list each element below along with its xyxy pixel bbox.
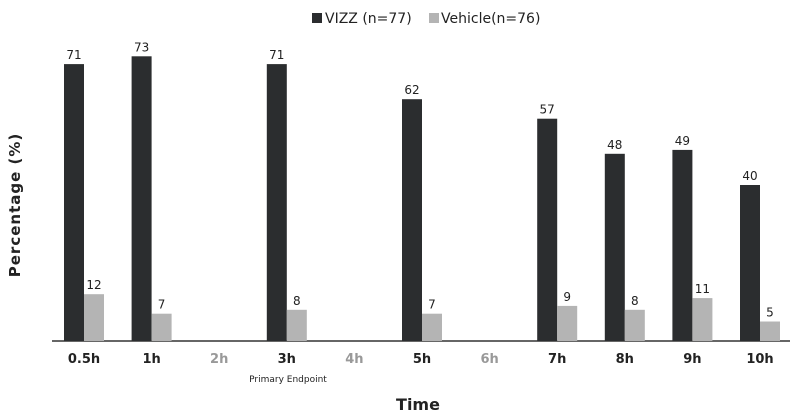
legend-label-vizz: VIZZ (n=77): [325, 11, 412, 27]
data-label: 8: [293, 294, 301, 308]
bar-vehicle: [760, 321, 780, 341]
data-label: 40: [742, 169, 757, 183]
bar-vehicle: [624, 309, 645, 341]
bar-vizz: [64, 64, 84, 341]
bar-vehicle: [422, 313, 442, 341]
legend-swatch-vizz: [312, 13, 322, 23]
bar-vehicle: [151, 313, 172, 341]
x-tick-label: 4h: [345, 352, 363, 367]
y-axis-label: Percentage (%): [6, 133, 24, 277]
data-label: 48: [607, 138, 622, 152]
data-label: 5: [766, 306, 774, 320]
x-tick-label: 0.5h: [68, 352, 100, 367]
bar-vehicle: [286, 309, 307, 341]
data-label: 62: [404, 83, 419, 97]
data-label: 7: [158, 298, 166, 312]
x-tick-label: 7h: [548, 352, 566, 367]
legend: VIZZ (n=77) Vehicle(n=76): [312, 11, 540, 27]
data-label: 71: [269, 48, 284, 62]
bar-vizz: [672, 149, 693, 341]
data-label: 8: [631, 294, 639, 308]
x-tick-label: 9h: [683, 352, 701, 367]
data-label: 73: [134, 40, 149, 54]
bar-vehicle: [557, 305, 578, 341]
primary-endpoint-note: Primary Endpoint: [249, 375, 327, 385]
bar-vizz: [604, 153, 625, 341]
bar-vizz: [402, 99, 422, 341]
bar-vehicle: [692, 298, 713, 341]
legend-swatch-vehicle: [429, 13, 439, 23]
data-label: 7: [428, 298, 436, 312]
bar-vizz: [537, 118, 558, 341]
bar-vehicle: [84, 294, 104, 341]
bar-vizz: [266, 64, 287, 341]
data-label: 11: [695, 282, 710, 296]
data-label: 57: [540, 103, 555, 117]
x-tick-label: 8h: [616, 352, 634, 367]
x-tick-label: 2h: [210, 352, 228, 367]
data-label: 49: [675, 134, 690, 148]
bar-vizz: [131, 56, 152, 342]
x-tick-label: 10h: [746, 352, 773, 367]
x-tick-label: 5h: [413, 352, 431, 367]
legend-label-vehicle: Vehicle(n=76): [441, 11, 540, 27]
data-label: 12: [86, 278, 101, 292]
x-tick-label: 3h: [278, 352, 296, 367]
x-tick-label: 1h: [142, 352, 160, 367]
data-label: 71: [66, 48, 81, 62]
x-axis-label: Time: [396, 395, 440, 414]
data-label: 9: [563, 290, 571, 304]
bar-vizz: [740, 185, 760, 341]
x-tick-label: 6h: [480, 352, 498, 367]
